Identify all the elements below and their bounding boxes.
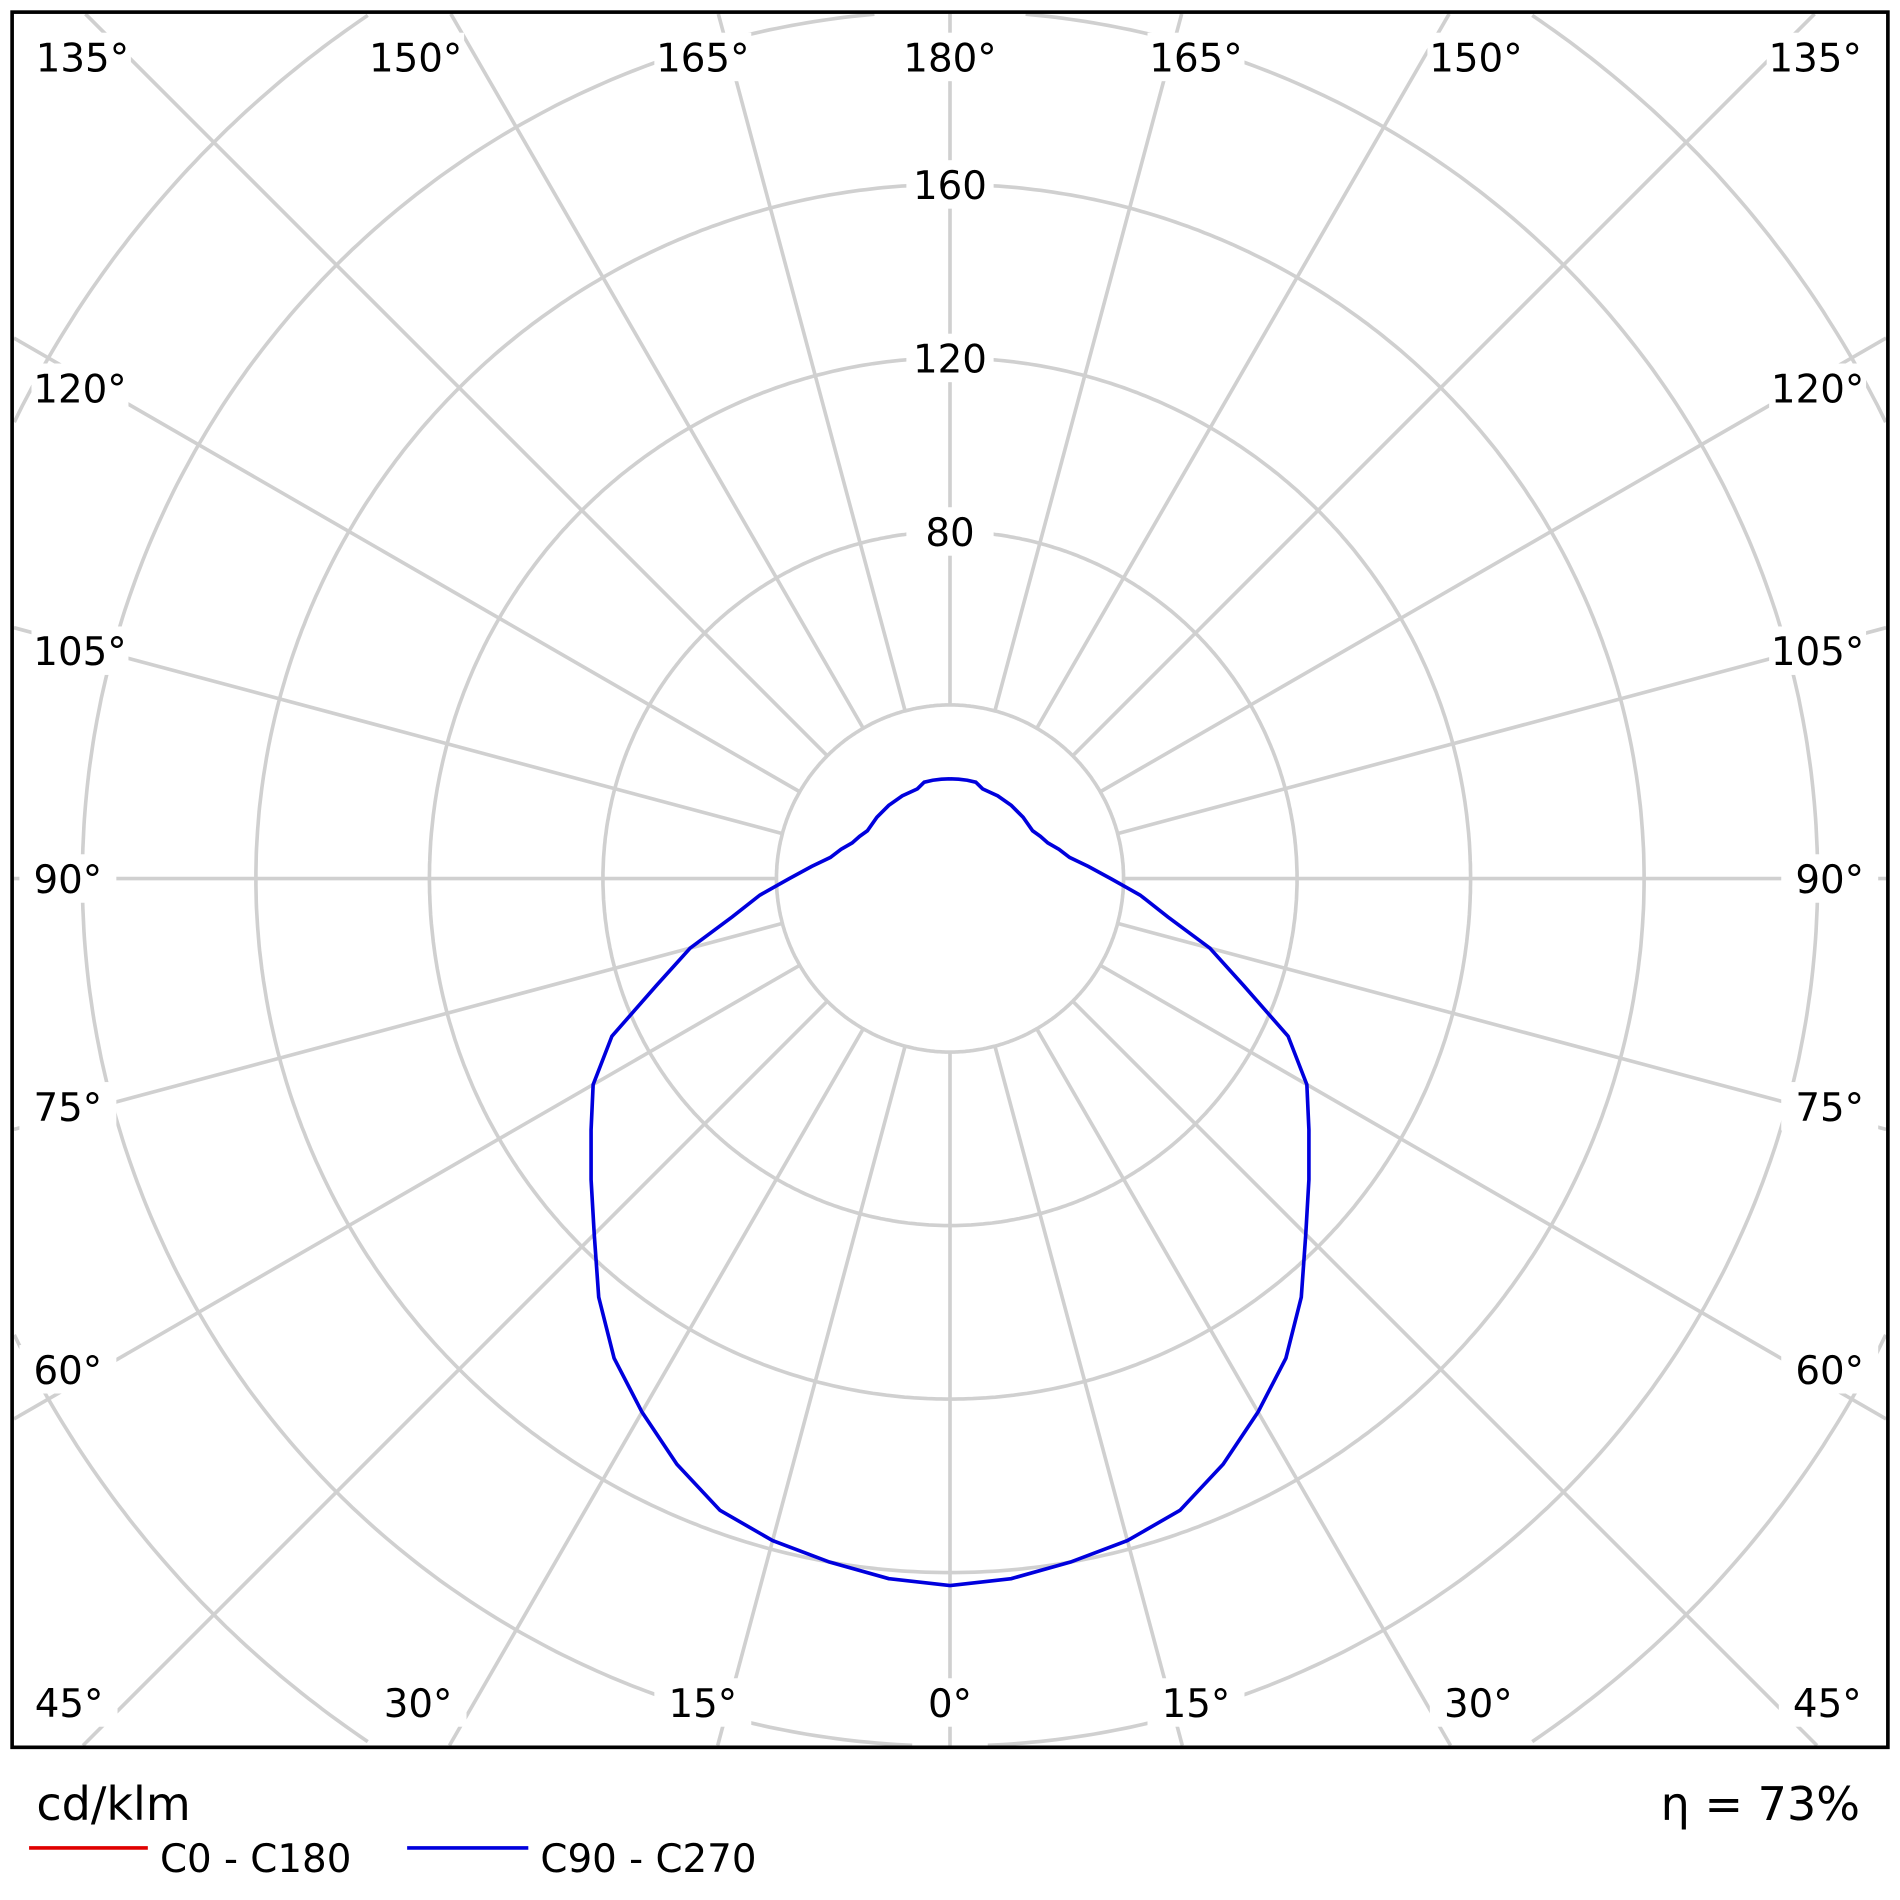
angle-label-right: 105° bbox=[1771, 630, 1864, 675]
grid-spoke bbox=[84, 12, 829, 758]
angle-label-top: 150° bbox=[1429, 36, 1522, 81]
angle-label-bg bbox=[19, 854, 117, 903]
grid-ring bbox=[774, 703, 1126, 1054]
grid-spoke bbox=[1035, 1027, 1453, 1747]
grid-spoke bbox=[1071, 12, 1816, 758]
angle-label-top: 135° bbox=[36, 36, 129, 81]
tick-label-bg bbox=[906, 507, 994, 556]
angle-label-bg bbox=[1429, 1678, 1527, 1727]
angle-labels: 135° 150° 165° 180° 165° 150° 135° 120° 105° 90° 7… bbox=[19, 32, 1879, 1727]
plot-frame bbox=[10, 10, 1890, 1750]
angle-label-bg bbox=[654, 32, 752, 82]
angle-label-right: 75° bbox=[1795, 1086, 1864, 1131]
angle-label-right: 60° bbox=[1795, 1349, 1864, 1394]
grid-spoke bbox=[716, 13, 907, 712]
angle-label-bg bbox=[33, 32, 131, 82]
angle-label-right: 90° bbox=[1795, 858, 1864, 903]
grid-spoke bbox=[1117, 625, 1887, 836]
grid-spoke bbox=[993, 1045, 1185, 1746]
grid-spoke bbox=[1117, 921, 1887, 1132]
angle-label-bg bbox=[1769, 626, 1867, 675]
angle-label-bottom: 30° bbox=[384, 1682, 453, 1727]
grid-spoke bbox=[13, 921, 783, 1132]
grid-spoke bbox=[715, 1045, 907, 1746]
angle-label-bottom: 0° bbox=[928, 1682, 972, 1727]
angle-label-left: 120° bbox=[33, 367, 126, 412]
angle-label-bg bbox=[1427, 32, 1525, 82]
angle-label-bg bbox=[901, 32, 999, 82]
angle-label-bg bbox=[31, 626, 129, 675]
tick-label-bg bbox=[906, 333, 994, 383]
angle-label-bg bbox=[1781, 854, 1879, 903]
angle-label-bg bbox=[1147, 1678, 1245, 1727]
angle-label-bg bbox=[369, 1678, 467, 1727]
angle-label-left: 75° bbox=[33, 1086, 102, 1131]
angle-label-bg bbox=[1778, 1678, 1876, 1727]
legend-label-c0: C0 - C180 bbox=[160, 1837, 351, 1882]
angle-label-top: 135° bbox=[1768, 36, 1861, 81]
grid-spoke bbox=[13, 625, 783, 836]
angle-label-bg bbox=[901, 1678, 999, 1727]
angle-label-bg bbox=[1781, 1345, 1879, 1394]
angle-label-bottom: 30° bbox=[1444, 1682, 1513, 1727]
grid-spoke bbox=[13, 963, 801, 1421]
angle-label-bg bbox=[31, 363, 129, 412]
angle-label-bottom: 15° bbox=[668, 1682, 737, 1727]
angle-label-bg bbox=[367, 32, 465, 82]
grid-spoke bbox=[993, 13, 1184, 712]
series-curve-1 bbox=[589, 776, 1311, 1588]
curves bbox=[589, 776, 1311, 1588]
angle-label-bottom: 15° bbox=[1162, 1682, 1231, 1727]
angle-label-bottom: 45° bbox=[1793, 1682, 1862, 1727]
angle-label-bg bbox=[19, 1345, 117, 1394]
grid-spoke bbox=[13, 336, 801, 794]
angle-label-left: 90° bbox=[33, 858, 102, 903]
grid-ring bbox=[12, 13, 1888, 1744]
angle-label-bg bbox=[654, 1678, 752, 1727]
angle-label-top: 165° bbox=[1149, 36, 1242, 81]
grid-spoke bbox=[447, 1027, 865, 1747]
grid-spoke bbox=[81, 999, 829, 1747]
grid-spoke bbox=[1035, 13, 1451, 730]
angle-label-right: 120° bbox=[1771, 367, 1864, 412]
angle-label-bg bbox=[1781, 1082, 1879, 1131]
angle-label-bg bbox=[19, 1082, 117, 1131]
tick-label-bg bbox=[906, 160, 994, 209]
angle-label-top: 150° bbox=[369, 36, 462, 81]
radial-tick-labels: 80 120 160 bbox=[906, 160, 994, 556]
angle-label-top: 180° bbox=[903, 36, 996, 81]
angle-label-bg bbox=[1769, 363, 1867, 412]
efficiency-label: η = 73% bbox=[1661, 1777, 1860, 1831]
angle-label-left: 105° bbox=[33, 630, 126, 675]
angle-label-bottom: 45° bbox=[35, 1682, 104, 1727]
unit-label: cd/klm bbox=[36, 1777, 190, 1831]
angle-label-bg bbox=[1147, 32, 1245, 82]
grid-spoke bbox=[1071, 999, 1819, 1747]
radial-tick-label: 160 bbox=[913, 164, 987, 209]
legend-label-c90: C90 - C270 bbox=[540, 1837, 756, 1882]
grid bbox=[12, 12, 1888, 1748]
angle-label-left: 60° bbox=[33, 1349, 102, 1394]
angle-label-bg bbox=[20, 1678, 118, 1727]
grid-spoke bbox=[1099, 336, 1887, 794]
angle-label-top: 165° bbox=[656, 36, 749, 81]
radial-tick-label: 120 bbox=[913, 337, 987, 382]
angle-label-bg bbox=[1766, 32, 1864, 82]
grid-spoke bbox=[1099, 963, 1887, 1421]
radial-tick-label: 80 bbox=[925, 511, 974, 556]
grid-spoke bbox=[449, 13, 865, 730]
